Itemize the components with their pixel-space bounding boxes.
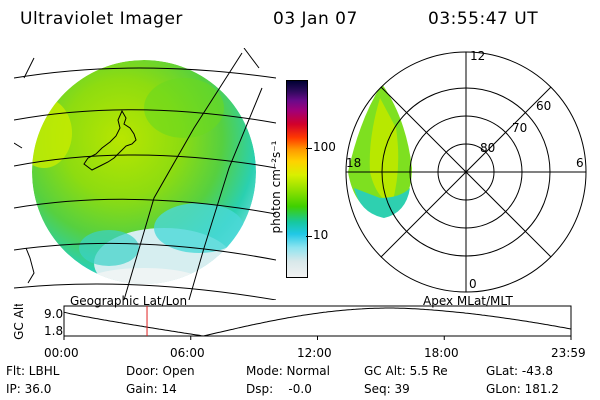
altitude-ytick-low: 1.8 [44, 324, 63, 338]
colorbar [286, 80, 308, 278]
geographic-image-panel [14, 48, 276, 300]
info-glon: GLon: 181.2 [486, 382, 559, 396]
info-door: Door: Open [126, 364, 195, 378]
info-gc-alt: GC Alt: 5.5 Re [364, 364, 448, 378]
date-label: 03 Jan 07 [273, 9, 358, 29]
info-flt: Flt: LBHL [6, 364, 60, 378]
polar-grid [345, 51, 587, 293]
polar-panel-label: Apex MLat/MLT [423, 294, 513, 308]
altitude-curve [63, 307, 572, 337]
mlat-label-80: 80 [480, 141, 495, 155]
mlat-label-60: 60 [536, 99, 551, 113]
altitude-xtick-2: 12:00 [297, 346, 332, 360]
altitude-xtick-3: 18:00 [424, 346, 459, 360]
time-label: 03:55:47 UT [428, 9, 539, 29]
info-ip: IP: 36.0 [6, 382, 52, 396]
instrument-title: Ultraviolet Imager [20, 9, 183, 29]
mlt-label-bottom: 0 [469, 277, 477, 291]
info-gain: Gain: 14 [126, 382, 177, 396]
altitude-x-ticks [63, 336, 572, 340]
mlt-label-left: 18 [346, 156, 361, 170]
geographic-panel-label: Geographic Lat/Lon [70, 294, 188, 308]
colorbar-tick-label-10: 10 [313, 228, 329, 242]
altitude-plot-frame [63, 305, 572, 337]
colorbar-tick-100 [306, 148, 312, 149]
info-seq: Seq: 39 [364, 382, 410, 396]
info-dsp: Dsp: -0.0 [246, 382, 312, 396]
mlt-label-right: 6 [576, 156, 584, 170]
coastline [83, 109, 137, 171]
colorbar-tick-10 [306, 236, 312, 237]
altitude-xtick-4: 23:59 [551, 346, 586, 360]
mlt-label-top: 12 [470, 49, 485, 63]
polar-plot-panel: 12 18 6 0 60 70 80 [345, 49, 587, 293]
info-glat: GLat: -43.8 [486, 364, 553, 378]
lat-lon-grid [14, 48, 276, 300]
altitude-ylabel: GC Alt [12, 304, 26, 340]
polar-auroral-image [348, 84, 412, 218]
colorbar-units-label: photon cm⁻²s⁻¹ [269, 140, 283, 234]
altitude-xtick-0: 00:00 [44, 346, 79, 360]
info-mode: Mode: Normal [246, 364, 330, 378]
altitude-xtick-1: 06:00 [170, 346, 205, 360]
altitude-plot: 9.0 1.8 GC Alt [12, 304, 572, 340]
auroral-image [32, 60, 256, 284]
colorbar-tick-label-100: 100 [313, 140, 336, 154]
mlat-label-70: 70 [512, 121, 527, 135]
altitude-ytick-high: 9.0 [44, 307, 63, 321]
